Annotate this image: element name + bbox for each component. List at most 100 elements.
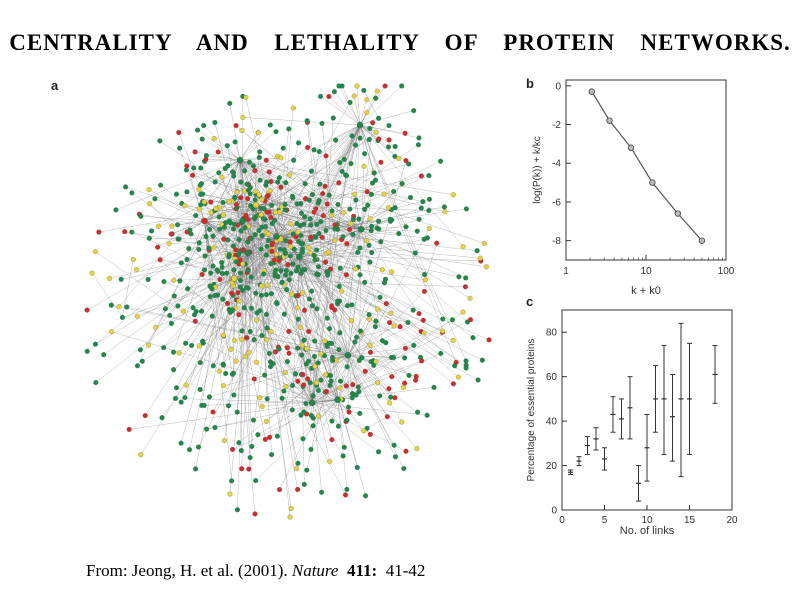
network-node [199,271,205,278]
network-node [302,181,308,187]
network-node [304,346,310,352]
network-node [210,409,216,415]
network-node [273,251,279,257]
network-node [267,122,273,128]
network-node [309,303,315,309]
chart-b-xtick-label: 100 [718,266,735,277]
network-node [238,179,244,185]
network-node [411,108,417,114]
network-node [175,303,181,309]
network-node [386,386,392,392]
network-edge [299,256,319,275]
network-edge [359,124,396,147]
chart-c-errorbar [653,365,658,433]
network-node [301,409,307,415]
network-node [349,133,355,139]
network-edge [242,220,322,381]
network-node [302,214,308,220]
network-node [278,268,284,274]
network-edge [159,140,257,206]
network-node [343,383,349,389]
network-node [411,342,417,348]
network-node [236,312,242,318]
network-node [259,233,265,239]
network-node [311,353,318,360]
network-node [248,305,255,311]
network-node [239,127,245,134]
network-edge [337,399,365,432]
network-node [267,434,273,440]
network-node [392,205,398,211]
network-edge [239,159,370,246]
network-edge [316,124,361,225]
network-node [323,259,329,265]
network-node [383,301,389,307]
network-node [361,163,367,169]
network-node [281,388,287,394]
network-node [257,395,263,401]
network-node [231,267,237,273]
network-node [326,93,332,100]
network-node [323,153,329,159]
network-edge [363,90,379,119]
network-node [396,155,402,161]
network-edge [280,200,310,240]
network-node [84,307,90,313]
network-node [463,365,469,371]
network-node [216,368,222,374]
chart-b-ytick-label: -2 [552,120,561,131]
network-node [225,403,232,409]
network-node [173,191,180,197]
network-node [264,179,270,185]
network-node [306,197,312,203]
network-node [311,252,317,258]
network-node [236,237,242,243]
network-edge [356,85,361,126]
network-node [176,129,182,136]
network-edge [425,243,437,280]
network-node [376,226,382,232]
network-node [152,196,158,202]
network-node [416,135,422,141]
network-edge [125,186,281,240]
network-edge [353,95,361,126]
network-edge [314,124,361,151]
network-edge [360,229,468,323]
network-node [291,157,297,163]
network-node [259,283,265,289]
network-node [247,185,253,191]
network-edge [186,165,205,221]
network-node [139,358,145,364]
network-node [418,205,424,211]
network-edge [239,131,277,161]
chart-c-xtick-label: 0 [559,515,565,526]
network-node [284,345,290,351]
network-node [158,182,164,188]
network-node [123,184,129,190]
network-node [344,364,350,370]
network-hub-node [201,217,208,225]
network-edge [356,326,401,338]
network-node [288,244,294,250]
chart-b-ytick-label: -4 [552,159,561,170]
network-node [212,292,218,298]
network-edge [161,238,281,418]
network-node [264,325,270,331]
network-node [341,444,347,450]
network-node [415,409,421,415]
network-node [240,114,246,120]
network-node [227,491,233,497]
network-node [263,157,269,163]
network-node [274,300,280,306]
network-edge [239,159,251,332]
network-node [298,232,304,239]
network-node [220,362,226,368]
network-node [264,396,270,402]
network-edge [204,220,443,332]
network-node [305,376,311,382]
citation-volume: 411: [346,561,378,580]
network-node [402,355,408,361]
network-node [335,423,341,429]
network-edge [266,181,279,211]
network-node [390,354,397,360]
